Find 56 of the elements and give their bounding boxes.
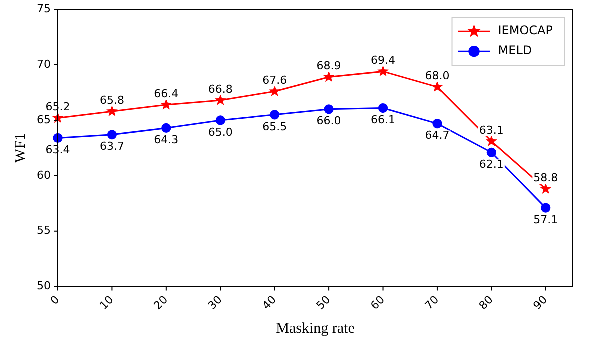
y-tick-label: 50	[36, 280, 51, 293]
x-tick-label: 30	[206, 293, 225, 312]
data-label: 57.1	[534, 213, 558, 226]
data-label: 66.1	[371, 114, 396, 127]
x-tick-label: 0	[48, 293, 62, 308]
x-tick-label: 20	[151, 293, 171, 312]
data-label: 64.7	[425, 129, 450, 142]
point	[541, 203, 551, 213]
x-axis-title: Masking rate	[276, 320, 356, 337]
data-label: 66.0	[316, 114, 342, 128]
legend-label: IEMOCAP	[498, 24, 554, 38]
point	[107, 130, 118, 140]
data-label: 64.3	[154, 134, 179, 147]
data-label: 63.1	[479, 124, 504, 137]
x-tick-label: 10	[97, 293, 116, 312]
point	[160, 98, 172, 110]
point	[106, 106, 118, 116]
point	[270, 110, 280, 120]
point	[378, 66, 389, 77]
point	[269, 86, 281, 96]
x-tick-label: 40	[260, 293, 279, 312]
point	[486, 136, 498, 146]
point	[378, 103, 388, 114]
data-label: 67.6	[262, 74, 288, 87]
x-tick-label: 60	[368, 293, 388, 312]
x-tick-label: 90	[530, 293, 550, 312]
point	[216, 116, 226, 126]
point	[432, 118, 442, 129]
x-tick-label: 80	[476, 293, 496, 312]
data-label: 68.9	[316, 60, 342, 73]
point	[432, 81, 444, 92]
point	[162, 123, 172, 134]
y-axis-title: WF1	[12, 133, 29, 164]
y-tick-label: 70	[36, 58, 51, 71]
x-tick-label: 70	[422, 293, 442, 312]
data-label: 66.8	[208, 82, 233, 96]
data-label: 65.8	[100, 94, 124, 107]
y-tick-label: 55	[36, 224, 51, 238]
y-tick-label: 65	[36, 113, 51, 126]
x-tick-label: 50	[314, 293, 334, 312]
data-label: 65.5	[262, 120, 288, 134]
y-tick-label: 60	[36, 168, 51, 182]
data-label: 58.8	[534, 172, 558, 185]
data-label: 68.0	[425, 70, 450, 83]
data-label: 69.4	[371, 54, 396, 68]
data-label: 63.7	[100, 140, 124, 154]
point	[323, 71, 335, 82]
point	[324, 104, 334, 114]
data-label: 66.4	[154, 87, 179, 100]
legend-label: MELD	[498, 44, 532, 58]
data-label: 65.0	[208, 126, 233, 139]
point	[540, 183, 552, 194]
y-tick-label: 75	[36, 2, 51, 16]
point	[486, 148, 496, 158]
data-label: 62.1	[479, 158, 504, 171]
point	[214, 94, 226, 106]
